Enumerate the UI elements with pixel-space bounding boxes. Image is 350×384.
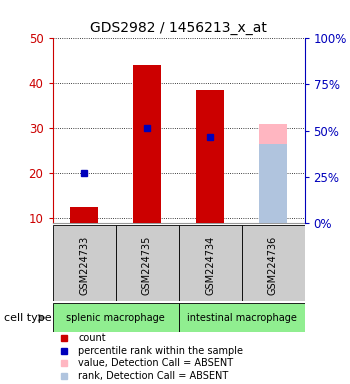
Bar (178, 225, 241, 301)
Title: GDS2982 / 1456213_x_at: GDS2982 / 1456213_x_at (90, 21, 267, 35)
Bar (178, 303, 304, 332)
Text: cell type: cell type (4, 313, 51, 323)
Bar (52, 225, 116, 301)
Bar (241, 225, 304, 301)
Text: GSM224734: GSM224734 (205, 236, 215, 295)
Bar (52, 303, 178, 332)
Bar (259, 144, 287, 223)
Text: intestinal macrophage: intestinal macrophage (187, 313, 296, 323)
Text: GSM224736: GSM224736 (268, 236, 278, 295)
Bar (259, 124, 287, 223)
Text: GSM224735: GSM224735 (142, 236, 152, 295)
Bar (70, 207, 98, 223)
Text: splenic macrophage: splenic macrophage (66, 313, 165, 323)
Text: rank, Detection Call = ABSENT: rank, Detection Call = ABSENT (78, 371, 229, 381)
Text: value, Detection Call = ABSENT: value, Detection Call = ABSENT (78, 358, 233, 368)
Bar (116, 225, 178, 301)
Text: count: count (78, 333, 106, 343)
Text: GSM224733: GSM224733 (79, 236, 89, 295)
Text: percentile rank within the sample: percentile rank within the sample (78, 346, 243, 356)
Bar (196, 90, 224, 223)
Bar (133, 65, 161, 223)
